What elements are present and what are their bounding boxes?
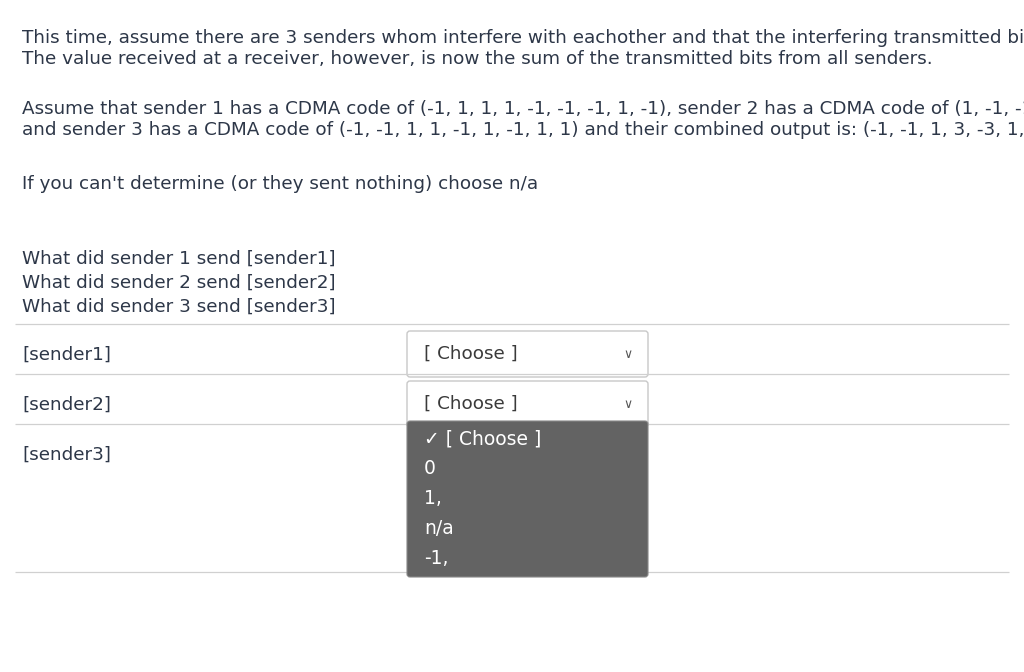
FancyBboxPatch shape bbox=[407, 421, 648, 577]
FancyBboxPatch shape bbox=[407, 381, 648, 427]
Text: Assume that sender 1 has a CDMA code of (-1, 1, 1, 1, -1, -1, -1, 1, -1), sender: Assume that sender 1 has a CDMA code of … bbox=[22, 100, 1024, 118]
Text: -1,: -1, bbox=[424, 550, 449, 569]
Text: [sender2]: [sender2] bbox=[22, 396, 111, 414]
Text: ∨: ∨ bbox=[623, 347, 632, 360]
Text: What did sender 3 send [sender3]: What did sender 3 send [sender3] bbox=[22, 298, 336, 316]
Text: and sender 3 has a CDMA code of (-1, -1, 1, 1, -1, 1, -1, 1, 1) and their combin: and sender 3 has a CDMA code of (-1, -1,… bbox=[22, 121, 1024, 139]
Text: 1,: 1, bbox=[424, 489, 442, 509]
Text: If you can't determine (or they sent nothing) choose n/a: If you can't determine (or they sent not… bbox=[22, 175, 539, 193]
Text: [ Choose ]: [ Choose ] bbox=[424, 395, 518, 413]
Text: ∨: ∨ bbox=[623, 398, 632, 411]
Text: What did sender 1 send [sender1]: What did sender 1 send [sender1] bbox=[22, 250, 336, 268]
Text: The value received at a receiver, however, is now the sum of the transmitted bit: The value received at a receiver, howeve… bbox=[22, 50, 933, 68]
FancyBboxPatch shape bbox=[407, 331, 648, 377]
Text: n/a: n/a bbox=[424, 519, 454, 538]
Text: [sender3]: [sender3] bbox=[22, 446, 111, 464]
Text: What did sender 2 send [sender2]: What did sender 2 send [sender2] bbox=[22, 274, 336, 292]
Text: ✓ [ Choose ]: ✓ [ Choose ] bbox=[424, 429, 542, 448]
Text: [sender1]: [sender1] bbox=[22, 346, 111, 364]
Text: [ Choose ]: [ Choose ] bbox=[424, 345, 518, 363]
Text: 0: 0 bbox=[424, 460, 436, 478]
Text: This time, assume there are 3 senders whom interfere with eachother and that the: This time, assume there are 3 senders wh… bbox=[22, 29, 1024, 47]
